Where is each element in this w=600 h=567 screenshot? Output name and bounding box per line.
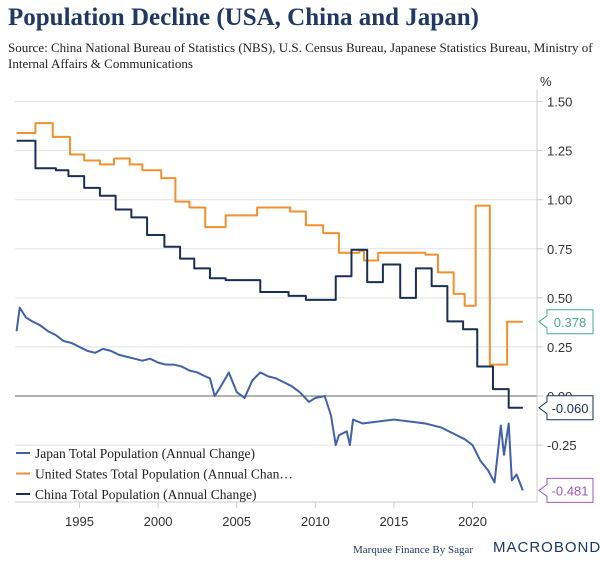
y-tick-label: 0.25	[547, 340, 572, 355]
last-value-box-2	[538, 395, 594, 421]
macrobond-logo: MACROBOND	[493, 539, 600, 556]
last-value-box-0	[538, 477, 594, 503]
y-tick-label: -0.25	[547, 438, 577, 453]
chart-subtitle: Source: China National Bureau of Statist…	[8, 40, 593, 71]
last-value-label-1: 0.378	[554, 315, 587, 330]
last-value-box-1	[538, 309, 594, 335]
y-tick-label: 1.50	[547, 95, 572, 110]
series-line-2	[16, 139, 523, 409]
last-value-label-2: -0.060	[552, 401, 589, 416]
x-tick-label: 2010	[301, 514, 330, 529]
y-tick-label: 0.50	[547, 291, 572, 306]
x-tick-label: 2000	[144, 514, 173, 529]
x-tick-label: 2015	[379, 514, 408, 529]
series-line-1	[16, 122, 523, 366]
y-tick-label: 0.75	[547, 242, 572, 257]
y-tick-label: 1.25	[547, 144, 572, 159]
legend-label-1: United States Total Population (Annual C…	[35, 467, 293, 482]
series-line-0	[15, 306, 524, 491]
x-tick-label: 2005	[222, 514, 251, 529]
y-axis-unit: %	[540, 74, 552, 89]
legend-label-2: China Total Population (Annual Change)	[35, 487, 257, 502]
last-value-label-0: -0.481	[552, 483, 589, 498]
y-tick-label: 1.00	[547, 193, 572, 208]
x-tick-label: 1995	[65, 514, 94, 529]
chart-title: Population Decline (USA, China and Japan…	[8, 4, 479, 31]
legend-label-0: Japan Total Population (Annual Change)	[35, 446, 255, 461]
credit-text: Marquee Finance By Sagar	[353, 544, 474, 556]
x-tick-label: 2020	[458, 514, 487, 529]
